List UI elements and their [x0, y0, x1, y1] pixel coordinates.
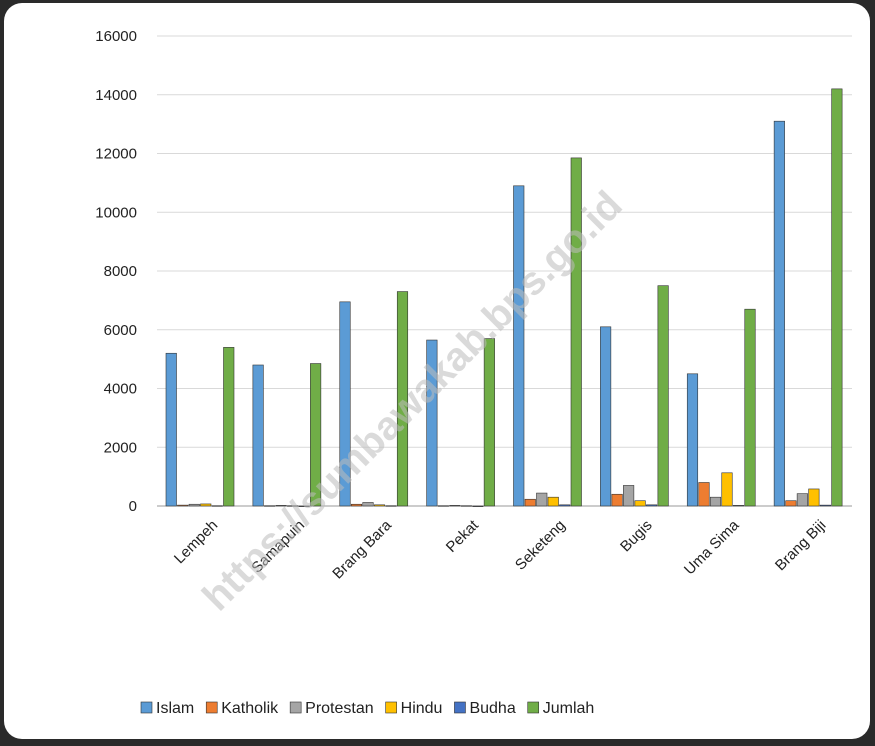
bar-budha-lempeh — [211, 505, 223, 507]
bar-budha-brang-bara — [385, 505, 397, 507]
bar-katholik-seketeng — [524, 498, 536, 507]
x-tick-label: Brang Bara — [329, 516, 395, 582]
x-tick-label: Seketeng — [512, 517, 569, 574]
bar-islam-uma-sima — [686, 373, 699, 507]
chart-frame: 0 2000 4000 6000 8000 10000 12000 14000 16000 Le… — [4, 3, 870, 739]
bar-protestan-uma-sima — [709, 496, 722, 507]
bar-katholik-samapuin — [264, 505, 276, 507]
x-tick-label: Pekat — [443, 516, 483, 556]
bar-budha-seketeng — [559, 504, 571, 507]
bar-hindu-samapuin — [287, 505, 299, 507]
bar-hindu-bugis — [634, 500, 646, 507]
legend-swatch-katholik — [205, 701, 218, 714]
bar-jumlah-brang-bara — [396, 291, 409, 507]
y-axis: 0 2000 4000 6000 8000 10000 12000 14000 16000 — [95, 28, 137, 515]
bar-protestan-lempeh — [188, 503, 200, 507]
bar-islam-lempeh — [165, 352, 177, 507]
bar-jumlah-samapuin — [310, 363, 322, 507]
legend-swatch-budha — [454, 701, 466, 714]
bar-islam-seketeng — [513, 185, 525, 507]
bar-jumlah-seketeng — [570, 157, 582, 507]
legend-swatch-islam — [140, 701, 153, 714]
x-tick-label: Uma Sima — [681, 516, 743, 578]
y-tick-label: 8000 — [104, 263, 137, 280]
bar-katholik-uma-sima — [698, 482, 710, 507]
bar-budha-samapuin — [298, 505, 310, 507]
y-tick-label: 14000 — [95, 87, 137, 104]
bar-protestan-bugis — [623, 485, 635, 507]
legend: Islam Katholik Protestan Hindu Budha Jumlah — [140, 700, 595, 717]
bar-jumlah-brang-biji — [831, 88, 843, 507]
legend-swatch-jumlah — [527, 701, 540, 714]
y-tick-label: 12000 — [95, 146, 137, 163]
bar-islam-bugis — [600, 326, 612, 507]
bar-protestan-seketeng — [536, 492, 548, 507]
legend-label-hindu: Hindu — [401, 700, 443, 717]
bar-budha-uma-sima — [732, 505, 745, 507]
bar-islam-brang-biji — [773, 120, 785, 507]
y-tick-label: 16000 — [95, 28, 137, 45]
bar-hindu-pekat — [460, 505, 472, 507]
bar-islam-pekat — [426, 339, 438, 507]
y-tick-label: 2000 — [104, 439, 137, 456]
gridlines — [157, 35, 852, 507]
y-tick-label: 0 — [129, 498, 137, 515]
y-tick-label: 6000 — [104, 322, 137, 339]
bar-katholik-bugis — [611, 493, 623, 507]
legend-label-katholik: Katholik — [221, 700, 279, 717]
bar-budha-bugis — [646, 504, 658, 507]
bar-hindu-brang-bara — [373, 504, 386, 507]
bar-budha-brang-biji — [819, 504, 831, 507]
y-tick-label: 10000 — [95, 204, 137, 221]
bar-jumlah-uma-sima — [744, 308, 756, 507]
bars — [165, 88, 843, 507]
bar-katholik-lempeh — [177, 504, 189, 507]
bar-hindu-brang-biji — [808, 488, 820, 507]
bar-protestan-pekat — [449, 505, 461, 507]
bar-katholik-brang-biji — [785, 500, 797, 507]
legend-label-protestan: Protestan — [305, 700, 373, 717]
bar-jumlah-pekat — [483, 338, 495, 507]
legend-label-jumlah: Jumlah — [543, 700, 595, 717]
bar-hindu-seketeng — [547, 496, 559, 507]
bar-katholik-brang-bara — [350, 503, 363, 507]
bar-jumlah-bugis — [657, 285, 669, 507]
bar-hindu-uma-sima — [721, 472, 733, 507]
bar-islam-brang-bara — [339, 301, 351, 507]
legend-swatch-protestan — [289, 701, 302, 714]
legend-label-budha: Budha — [469, 700, 515, 717]
x-tick-label: Brang Biji — [772, 517, 829, 574]
bar-katholik-pekat — [437, 505, 449, 507]
legend-label-islam: Islam — [156, 700, 194, 717]
bar-islam-samapuin — [252, 364, 264, 507]
x-tick-label: Bugis — [617, 517, 656, 556]
bar-protestan-brang-biji — [796, 493, 808, 507]
bar-jumlah-lempeh — [223, 347, 235, 507]
bar-chart: 0 2000 4000 6000 8000 10000 12000 14000 16000 Le… — [95, 28, 852, 717]
x-tick-label: Lempeh — [171, 517, 221, 567]
legend-swatch-hindu — [385, 701, 397, 714]
bar-protestan-samapuin — [275, 505, 287, 507]
y-tick-label: 4000 — [104, 381, 137, 398]
bar-hindu-lempeh — [200, 503, 212, 507]
bar-protestan-brang-bara — [362, 502, 374, 507]
bar-budha-pekat — [472, 505, 484, 507]
